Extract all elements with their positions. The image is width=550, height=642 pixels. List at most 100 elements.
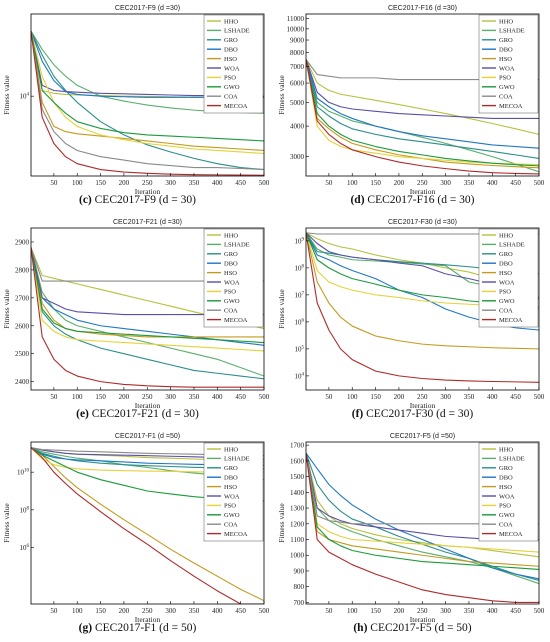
caption-text: CEC2017-F30 (d = 30): [363, 408, 474, 420]
y-tick-label: 5000: [290, 99, 305, 107]
legend-label: GRO: [499, 251, 513, 258]
x-tick-label: 50: [325, 393, 333, 401]
x-tick-label: 200: [119, 393, 130, 401]
x-tick-label: 500: [534, 607, 545, 615]
x-tick-label: 450: [510, 607, 521, 615]
caption-letter: (d): [350, 194, 365, 206]
legend-label: GWO: [499, 298, 515, 305]
series-line-coa: [31, 30, 264, 171]
legend-label: MECOA: [499, 103, 523, 110]
x-tick-label: 100: [72, 607, 83, 615]
x-axis-label: Iteration: [135, 187, 161, 196]
y-axis-label: Fitness value: [277, 289, 286, 329]
series-line-gwo: [31, 247, 264, 344]
legend-label: WOA: [499, 65, 515, 72]
x-tick-label: 200: [394, 607, 405, 615]
panel-caption: (c) CEC2017-F9 (d = 30): [0, 194, 275, 206]
x-tick-label: 500: [259, 393, 270, 401]
series-line-dbo: [306, 59, 539, 149]
y-tick-label: 700: [294, 599, 305, 607]
y-tick-label: 109: [295, 237, 305, 245]
legend-label: DBO: [224, 47, 238, 54]
legend: HHO LSHADE GRO DBO HSO WOA PSO GWO COA MECOA: [203, 228, 264, 328]
chart-svg-1: CEC2017-F16 (d =30) 50 100 150 200 250 300 350 4…: [277, 5, 545, 196]
x-tick-label: 450: [235, 393, 246, 401]
x-axis-label: Iteration: [135, 615, 161, 624]
x-tick-label: 150: [370, 607, 381, 615]
caption-text: CEC2017-F21 (d = 30): [88, 408, 199, 420]
legend-label: MECOA: [499, 531, 523, 538]
chart-svg-5: CEC2017-F5 (d =50) 50 100 150 200 250 300 350 40…: [277, 433, 545, 624]
series-line-woa: [306, 59, 539, 119]
legend-label: COA: [499, 522, 513, 529]
legend-label: GRO: [499, 37, 513, 44]
y-tick-label: 1200: [290, 520, 305, 528]
chart-title: CEC2017-F1 (d =50): [115, 433, 180, 440]
x-tick-label: 200: [394, 393, 405, 401]
y-tick-label: 1600: [290, 457, 305, 465]
y-axis-label: Fitness value: [277, 503, 286, 543]
legend-label: PSO: [224, 289, 236, 296]
y-tick-label: 3000: [290, 153, 305, 161]
y-tick-label: 2500: [15, 350, 30, 358]
legend-label: MECOA: [224, 531, 248, 538]
x-tick-label: 200: [119, 179, 130, 187]
legend-label: HHO: [499, 18, 513, 25]
series-line-hso: [31, 447, 264, 602]
x-tick-label: 50: [50, 607, 58, 615]
legend-label: GWO: [224, 512, 240, 519]
x-tick-label: 500: [259, 179, 270, 187]
y-tick-label: 1500: [290, 473, 305, 481]
legend-label: COA: [499, 94, 513, 101]
x-tick-label: 150: [370, 393, 381, 401]
x-tick-label: 450: [510, 393, 521, 401]
legend-label: WOA: [224, 65, 240, 72]
x-tick-label: 50: [325, 179, 333, 187]
series-line-gro: [306, 59, 539, 159]
legend-label: COA: [224, 522, 238, 529]
legend-label: PSO: [499, 75, 511, 82]
legend-label: PSO: [224, 503, 236, 510]
y-tick-label: 2800: [15, 266, 30, 274]
x-tick-label: 450: [510, 179, 521, 187]
x-tick-label: 400: [487, 607, 498, 615]
x-tick-label: 350: [189, 393, 200, 401]
legend-label: GRO: [224, 37, 238, 44]
legend-label: LSHADE: [224, 242, 250, 249]
chart-title: CEC2017-F5 (d =50): [390, 433, 455, 440]
series-line-pso: [306, 452, 539, 553]
chart-panel-1: CEC2017-F16 (d =30) 50 100 150 200 250 300 350 4…: [275, 0, 550, 214]
y-tick-label: 6000: [290, 80, 305, 88]
chart-panel-0: CEC2017-F9 (d =30) 50 100 150 200 250 300 350 40…: [0, 0, 275, 214]
x-tick-label: 400: [487, 393, 498, 401]
legend-label: LSHADE: [224, 456, 250, 463]
legend: HHO LSHADE GRO DBO HSO WOA PSO GWO COA MECOA: [203, 442, 264, 542]
series-line-hso: [306, 59, 539, 169]
x-tick-label: 100: [347, 393, 358, 401]
legend-label: MECOA: [224, 103, 248, 110]
x-tick-label: 250: [417, 179, 428, 187]
x-tick-label: 300: [440, 179, 451, 187]
legend-label: GWO: [499, 512, 515, 519]
legend-label: HSO: [224, 270, 237, 277]
y-axis-label: Fitness value: [2, 289, 11, 329]
panel-caption: (e) CEC2017-F21 (d = 30): [0, 408, 275, 420]
legend-label: HSO: [499, 56, 512, 63]
x-tick-label: 350: [464, 179, 475, 187]
y-tick-label: 11000: [287, 15, 305, 23]
y-tick-label: 2400: [15, 378, 30, 386]
legend-label: MECOA: [224, 317, 248, 324]
series-line-pso: [31, 247, 264, 352]
legend-label: HHO: [224, 18, 238, 25]
legend-label: LSHADE: [499, 242, 525, 249]
legend-label: LSHADE: [224, 28, 250, 35]
x-tick-label: 250: [142, 179, 153, 187]
y-tick-label: 800: [294, 583, 305, 591]
x-tick-label: 500: [534, 179, 545, 187]
legend-label: GWO: [224, 84, 240, 91]
chart-title: CEC2017-F21 (d =30): [113, 219, 182, 226]
legend-label: WOA: [224, 493, 240, 500]
panel-caption: (g) CEC2017-F1 (d = 50): [0, 622, 275, 634]
legend-label: HSO: [224, 484, 237, 491]
legend-label: GRO: [499, 465, 513, 472]
